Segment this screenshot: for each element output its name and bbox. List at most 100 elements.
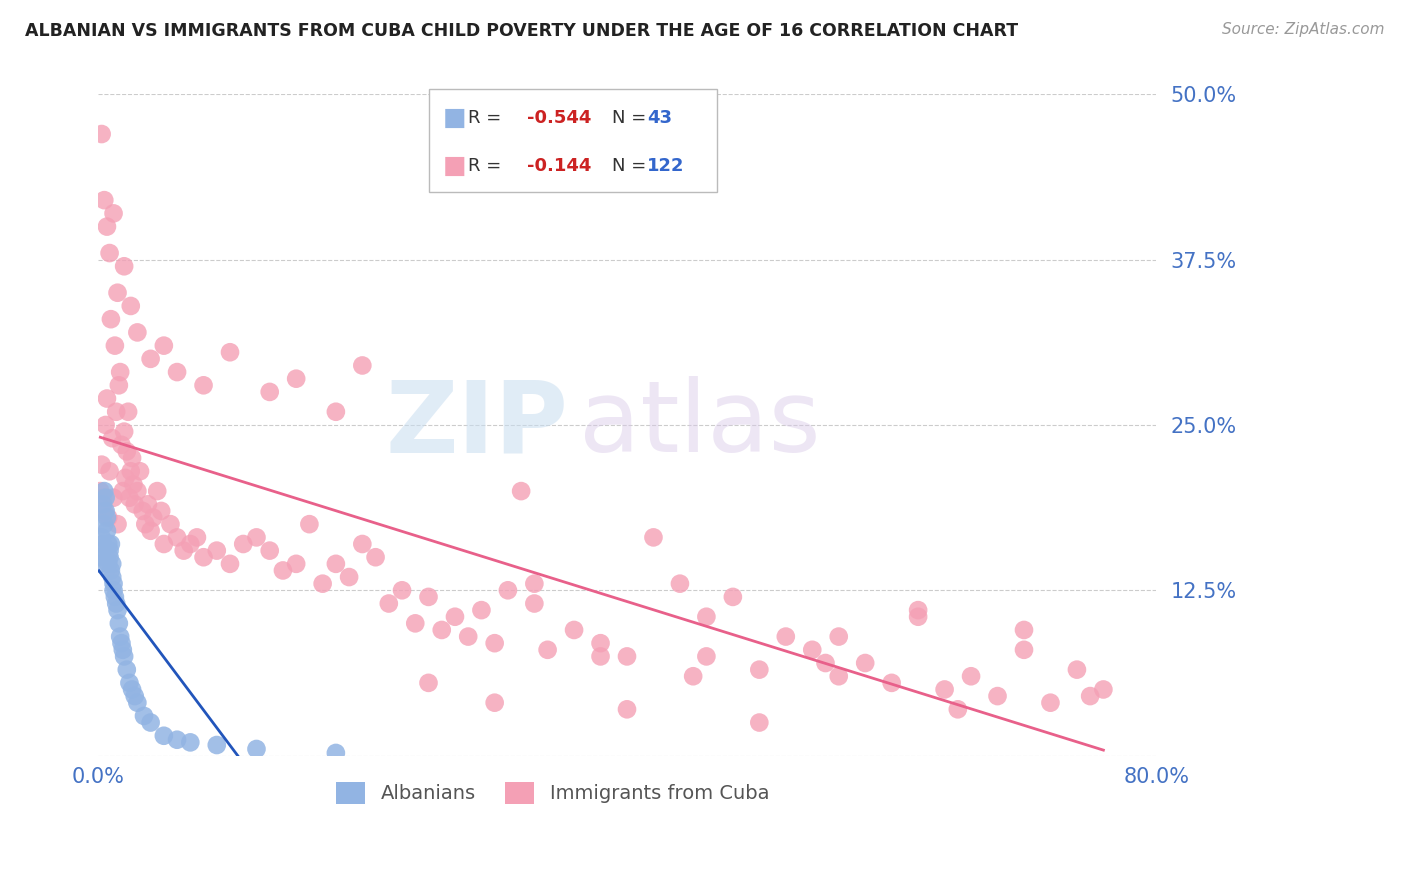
Point xyxy=(112,649,135,664)
Text: ALBANIAN VS IMMIGRANTS FROM CUBA CHILD POVERTY UNDER THE AGE OF 16 CORRELATION C: ALBANIAN VS IMMIGRANTS FROM CUBA CHILD P… xyxy=(25,22,1018,40)
Point xyxy=(589,636,612,650)
Point xyxy=(108,616,131,631)
Point xyxy=(93,504,115,518)
Point xyxy=(271,564,294,578)
Point xyxy=(193,378,215,392)
Point xyxy=(179,537,201,551)
Point xyxy=(111,642,134,657)
Point xyxy=(104,338,127,352)
Point xyxy=(118,491,141,505)
Point xyxy=(173,543,195,558)
Point xyxy=(510,484,533,499)
Point xyxy=(96,510,118,524)
Point xyxy=(121,450,143,465)
Point xyxy=(418,676,440,690)
Point xyxy=(616,702,638,716)
Point xyxy=(124,689,146,703)
Point xyxy=(946,702,969,716)
Point xyxy=(880,676,903,690)
Point xyxy=(107,517,129,532)
Point xyxy=(127,326,149,340)
Point xyxy=(121,682,143,697)
Point xyxy=(325,557,347,571)
Point xyxy=(105,405,128,419)
Point xyxy=(150,504,173,518)
Point xyxy=(108,630,131,644)
Point xyxy=(721,590,744,604)
Text: 43: 43 xyxy=(647,109,672,127)
Point xyxy=(695,649,717,664)
Point xyxy=(352,537,374,551)
Point xyxy=(616,649,638,664)
Point xyxy=(259,543,281,558)
Point xyxy=(120,464,142,478)
Point xyxy=(127,484,149,499)
Point xyxy=(245,742,267,756)
Point xyxy=(352,359,374,373)
Point xyxy=(391,583,413,598)
Point xyxy=(589,649,612,664)
Point xyxy=(100,537,122,551)
Point xyxy=(166,365,188,379)
Point xyxy=(100,312,122,326)
Point xyxy=(960,669,983,683)
Point xyxy=(112,425,135,439)
Point xyxy=(93,193,115,207)
Point xyxy=(814,656,837,670)
Point xyxy=(801,642,824,657)
Point xyxy=(325,405,347,419)
Point xyxy=(101,570,124,584)
Point xyxy=(364,550,387,565)
Point xyxy=(98,543,121,558)
Point xyxy=(828,630,851,644)
Point xyxy=(139,715,162,730)
Point xyxy=(96,524,118,538)
Text: N =: N = xyxy=(612,109,651,127)
Point xyxy=(484,636,506,650)
Point xyxy=(103,576,125,591)
Point xyxy=(103,583,125,598)
Point xyxy=(748,715,770,730)
Point xyxy=(430,623,453,637)
Point xyxy=(1012,642,1035,657)
Point xyxy=(536,642,558,657)
Point xyxy=(193,550,215,565)
Point xyxy=(91,497,114,511)
Text: -0.144: -0.144 xyxy=(527,157,592,175)
Point xyxy=(129,464,152,478)
Point xyxy=(103,491,125,505)
Point xyxy=(120,299,142,313)
Point xyxy=(89,484,111,499)
Point xyxy=(114,471,136,485)
Legend: Albanians, Immigrants from Cuba: Albanians, Immigrants from Cuba xyxy=(329,774,778,812)
Point xyxy=(669,576,692,591)
Point xyxy=(285,557,308,571)
Point xyxy=(484,696,506,710)
Point xyxy=(98,464,121,478)
Point xyxy=(134,517,156,532)
Point xyxy=(122,477,145,491)
Point xyxy=(91,537,114,551)
Point xyxy=(775,630,797,644)
Point xyxy=(1066,663,1088,677)
Point xyxy=(107,285,129,300)
Point xyxy=(418,590,440,604)
Point xyxy=(91,491,114,505)
Point xyxy=(94,504,117,518)
Text: R =: R = xyxy=(468,157,508,175)
Point xyxy=(101,431,124,445)
Point xyxy=(219,557,242,571)
Point xyxy=(562,623,585,637)
Text: atlas: atlas xyxy=(579,376,821,474)
Point xyxy=(111,484,134,499)
Point xyxy=(1012,623,1035,637)
Point xyxy=(136,497,159,511)
Point xyxy=(444,609,467,624)
Point xyxy=(907,609,929,624)
Point xyxy=(90,543,112,558)
Point xyxy=(139,351,162,366)
Point xyxy=(695,609,717,624)
Point xyxy=(285,372,308,386)
Point xyxy=(104,590,127,604)
Point xyxy=(643,530,665,544)
